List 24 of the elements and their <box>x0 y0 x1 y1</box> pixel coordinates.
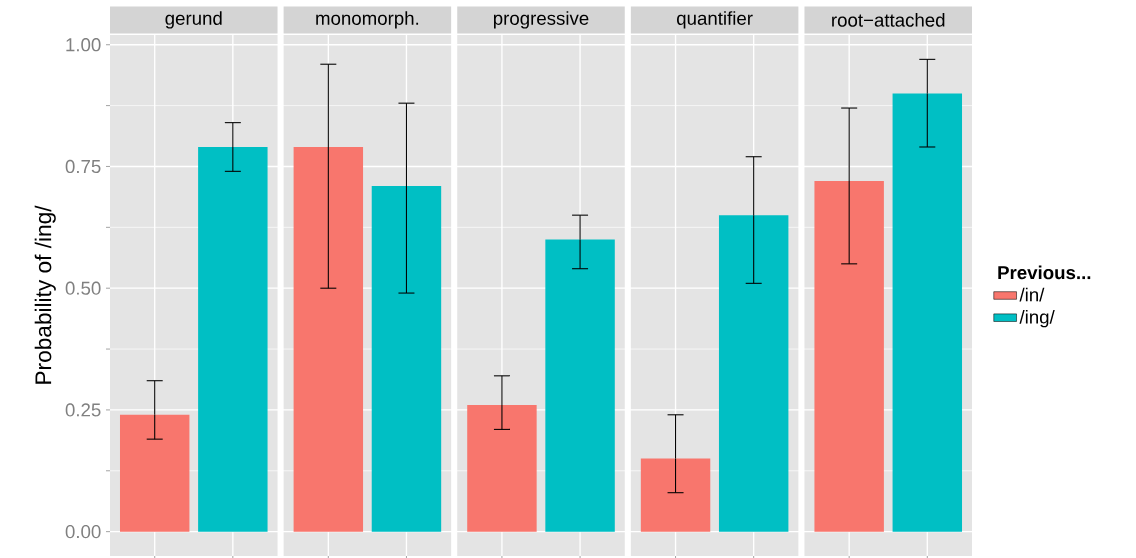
bar <box>545 239 615 532</box>
x-tick-label: monomorph. <box>316 11 419 29</box>
y-axis-title: Probability of /ing/ <box>34 205 56 384</box>
bar <box>293 146 364 532</box>
bar <box>371 185 442 532</box>
x-tick-label: gerund <box>165 11 222 29</box>
y-tick-label: 0.25 <box>65 403 101 417</box>
y-tick-label: 0.00 <box>65 525 101 539</box>
bar <box>892 93 963 532</box>
legend-label: /in/ <box>1019 287 1045 302</box>
x-tick-label: progressive <box>493 11 589 29</box>
bar <box>198 146 268 532</box>
bar <box>467 405 537 532</box>
y-tick-label: 1.00 <box>66 38 101 52</box>
legend-title: Previous... <box>998 265 1091 280</box>
x-tick-label: root−attached <box>832 13 945 27</box>
x-tick-label: quantifier <box>677 11 753 29</box>
bar <box>119 414 190 532</box>
bar <box>814 181 884 532</box>
bar <box>640 458 711 532</box>
bar <box>718 215 789 532</box>
y-tick-label: 0.50 <box>65 281 101 295</box>
y-tick-label: 0.75 <box>65 159 101 174</box>
legend-label: /ing/ <box>1019 309 1055 328</box>
